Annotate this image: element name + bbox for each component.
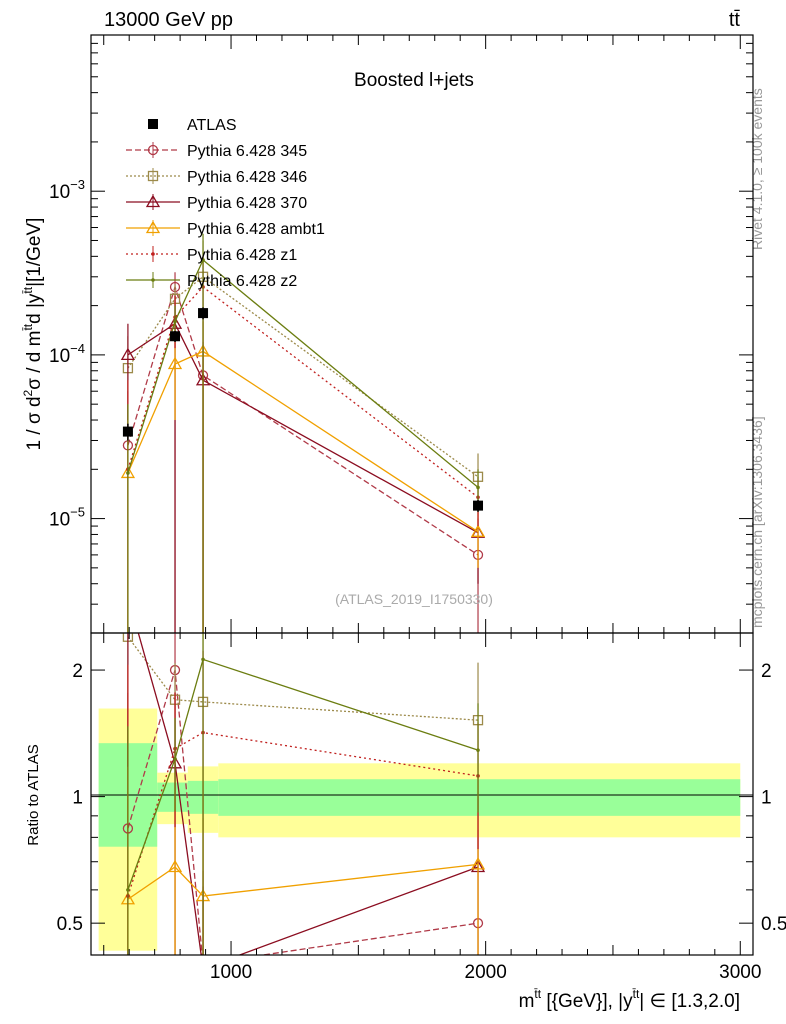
series-line-p346 (127, 275, 479, 478)
main-y-axis-label: 1 / σ d2σ / d mt̄td |yt̄t|[1/GeV] (21, 218, 45, 451)
legend-entry-p370: Pythia 6.428 370 (126, 194, 307, 212)
ratio-y-axis-label: Ratio to ATLAS (25, 744, 42, 845)
ratio-y-tick-label-left: 0.5 (57, 914, 83, 935)
series-p346 (122, 240, 484, 633)
ratio-band-inner (157, 782, 188, 812)
point-atlas (198, 308, 209, 319)
series-p370 (120, 295, 486, 633)
series-line-ambt1 (127, 350, 479, 533)
ratio-y-tick-label-right: 1 (761, 788, 772, 809)
legend-entry-ambt1: Pythia 6.428 ambt1 (126, 220, 325, 238)
series-z1 (126, 256, 480, 633)
ratio-y-tick-label-left: 2 (72, 661, 83, 682)
point-ambt1 (167, 356, 183, 370)
legend-entry-atlas: ATLAS (148, 117, 237, 134)
ratio-point-p345 (199, 959, 208, 968)
series-line-p345 (127, 284, 479, 556)
legend-label-p346: Pythia 6.428 346 (187, 169, 307, 186)
main-y-tick-label: 10−4 (49, 341, 85, 367)
point-atlas (170, 331, 181, 342)
header-process-label: tt̄ (729, 9, 741, 31)
series-line-z2 (127, 258, 479, 488)
ratio-y-tick-label-left: 1 (72, 788, 83, 809)
legend: ATLAS Pythia 6.428 345 Pythia 6.428 346 Pyt… (126, 117, 325, 290)
legend-marker-p370 (145, 194, 161, 208)
legend-entry-p346: Pythia 6.428 346 (126, 168, 307, 186)
series-line-p370 (127, 322, 479, 534)
legend-entry-p345: Pythia 6.428 345 (126, 142, 307, 160)
ratio-line-p346 (127, 636, 479, 721)
ratio-point-z2 (476, 748, 480, 752)
point-z2 (126, 471, 130, 475)
point-atlas (473, 500, 484, 511)
legend-entry-z1: Pythia 6.428 z1 (126, 246, 297, 264)
legend-marker-ambt1 (145, 220, 161, 234)
ratio-point-z2 (173, 757, 177, 761)
chart-title: Boosted l+jets (354, 70, 474, 91)
legend-label-p370: Pythia 6.428 370 (187, 195, 307, 212)
ratio-panel: 0.5 0.5 1 1 2 2 1000 2000 3000 Ratio to ATLAS mt… (25, 632, 786, 1012)
ratio-line-ambt1 (127, 863, 479, 900)
x-tick-label: 2000 (465, 962, 507, 983)
ratio-y-tick-label-right: 0.5 (761, 914, 786, 935)
ratio-point-ambt1 (167, 859, 183, 873)
legend-marker-p346 (147, 170, 159, 182)
ratio-line-p370 (137, 633, 479, 955)
ratio-line-z1 (127, 731, 479, 897)
x-tick-label: 3000 (719, 962, 761, 983)
legend-label-ambt1: Pythia 6.428 ambt1 (187, 221, 325, 238)
legend-marker-z2 (151, 278, 155, 282)
ratio-band-inner (218, 779, 741, 816)
analysis-watermark: (ATLAS_2019_I1750330) (335, 591, 493, 607)
x-tick-label: 1000 (210, 962, 252, 983)
legend-marker-z1 (151, 252, 155, 256)
ratio-panel-frame (90, 632, 754, 956)
ratio-line-p345 (127, 669, 479, 955)
mcplots-label: mcplots.cern.ch [arXiv:1306.3436] (749, 416, 765, 628)
legend-label-z2: Pythia 6.428 z2 (187, 273, 297, 290)
point-z2 (201, 258, 205, 262)
series-ambt1 (120, 321, 486, 633)
series-line-z1 (127, 286, 479, 498)
legend-label-z1: Pythia 6.428 z1 (187, 247, 297, 264)
series-atlas (122, 307, 484, 512)
point-ambt1 (470, 524, 486, 537)
legend-label-p345: Pythia 6.428 345 (187, 143, 307, 160)
legend-entry-z2: Pythia 6.428 z2 (126, 272, 297, 290)
ratio-y-tick-label-right: 2 (761, 661, 772, 682)
point-z2 (173, 319, 177, 324)
main-panel: 10−5 10−4 10−3 Boosted l+jets (ATLAS_2019_… (21, 34, 754, 634)
ratio-point-ambt1 (470, 857, 486, 870)
main-y-tick-label: 10−3 (49, 177, 85, 203)
legend-label-atlas: ATLAS (187, 117, 237, 134)
rivet-version-label: Rivet 4.1.0, ≥ 100k events (749, 88, 765, 250)
legend-marker-atlas (148, 119, 158, 129)
ratio-point-p370 (197, 963, 209, 974)
legend-marker-p345 (147, 144, 159, 156)
header-energy-label: 13000 GeV pp (104, 9, 233, 31)
ratio-series-z2 (126, 633, 480, 955)
point-z2 (476, 485, 480, 490)
point-atlas (122, 426, 133, 437)
ratio-point-z2 (126, 888, 130, 892)
ratio-line-z2 (127, 658, 479, 891)
point-p370 (120, 347, 136, 361)
ratio-point-z2 (201, 657, 205, 662)
main-y-tick-label: 10−5 (49, 505, 85, 531)
x-axis-label: mt̄t [{GeV}], |yt̄t| ∈ [1.3,2.0] (519, 987, 740, 1012)
